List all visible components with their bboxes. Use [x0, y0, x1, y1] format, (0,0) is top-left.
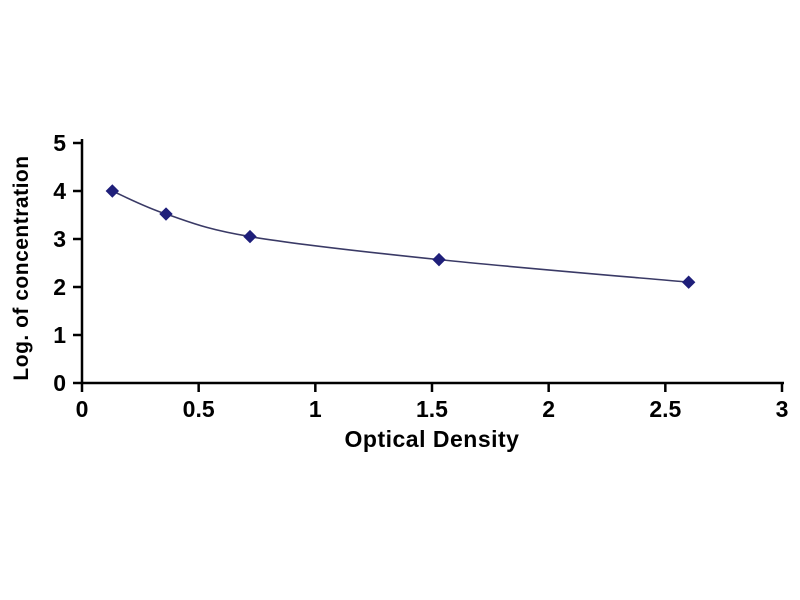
x-tick-label: 1.5: [416, 396, 448, 422]
x-tick-label: 2: [542, 396, 555, 422]
series-line: [112, 190, 689, 283]
data-point-marker: [432, 252, 446, 267]
x-tick-label: 1: [309, 396, 322, 422]
data-point-marker: [681, 275, 696, 289]
y-tick-label: 5: [53, 130, 66, 156]
y-tick-label: 0: [53, 370, 66, 396]
y-tick-label: 3: [53, 226, 66, 252]
data-point-marker: [243, 229, 257, 244]
x-tick-label: 0.5: [183, 396, 215, 422]
x-tick-label: 2.5: [649, 396, 681, 422]
x-axis-title: Optical Density: [344, 426, 520, 452]
x-tick-label: 3: [776, 396, 789, 422]
y-tick-label: 1: [53, 322, 66, 348]
y-axis-title: Log. of concentration: [10, 155, 33, 381]
y-tick-label: 2: [53, 274, 66, 300]
y-tick-label: 4: [53, 178, 66, 204]
x-tick-label: 0: [76, 396, 89, 422]
data-point-marker: [159, 207, 173, 221]
data-point-marker: [105, 184, 120, 198]
